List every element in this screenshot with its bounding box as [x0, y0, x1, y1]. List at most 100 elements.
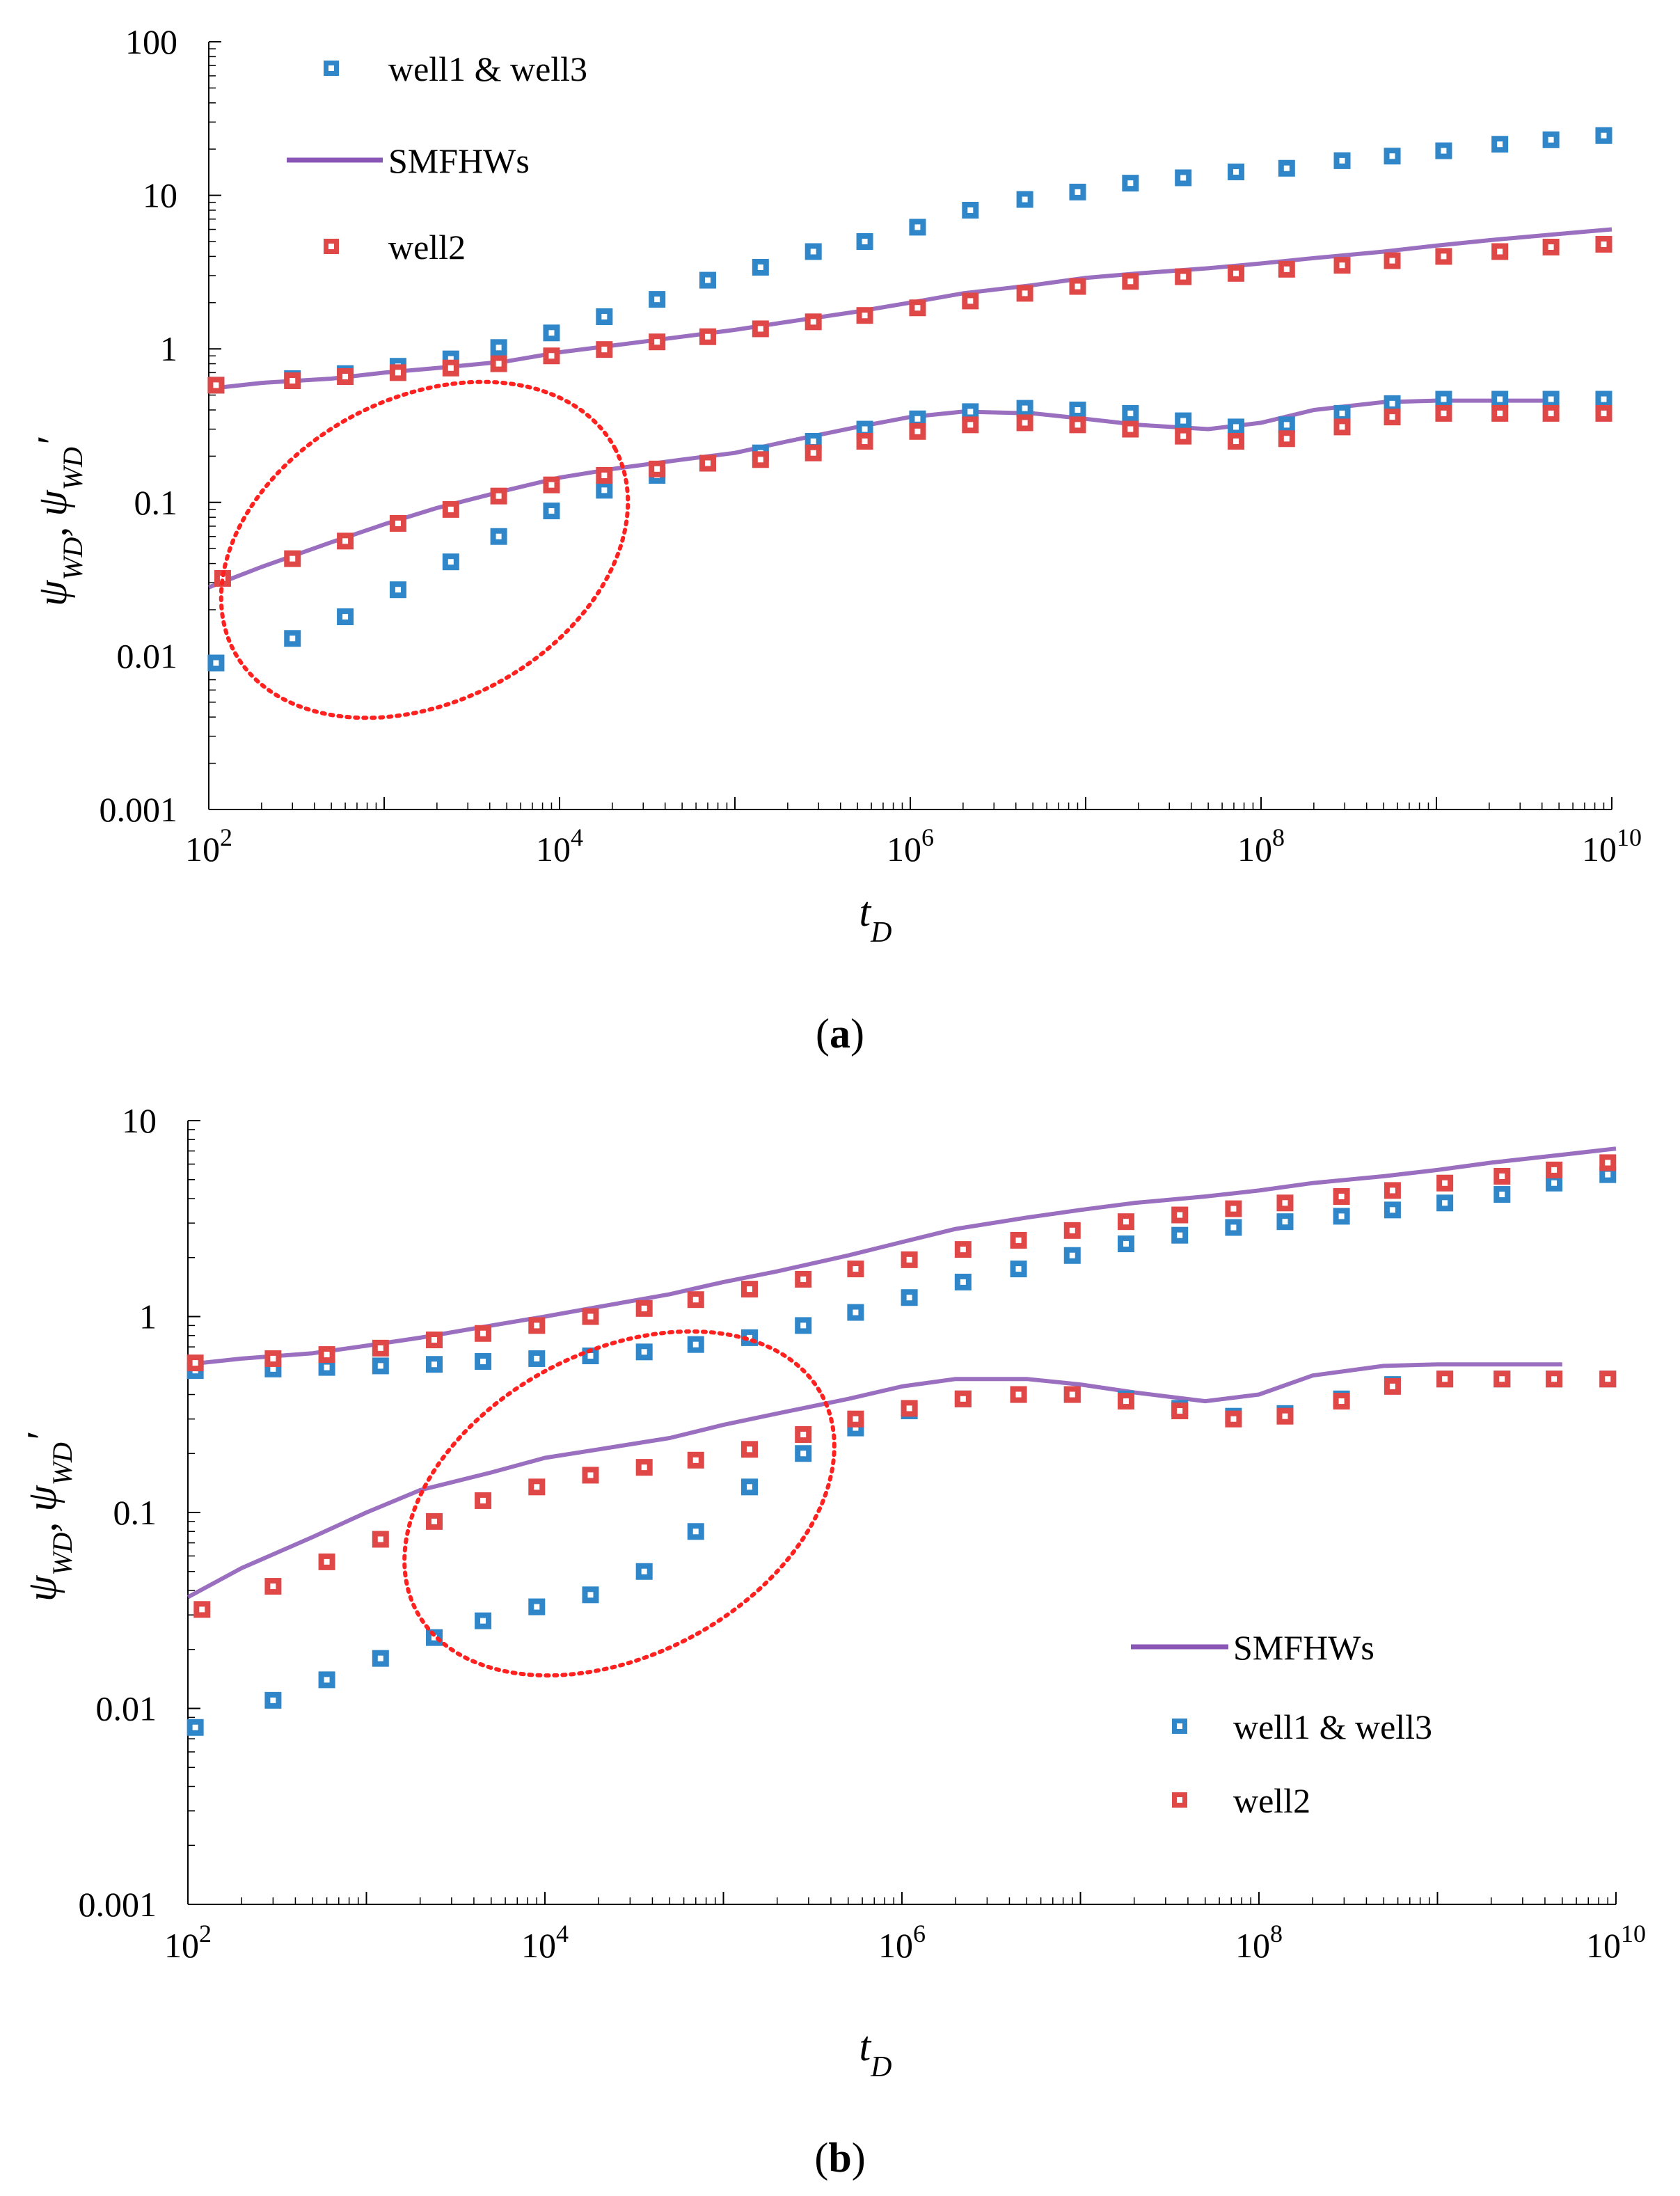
data-point-center — [692, 1528, 699, 1535]
data-point-center — [1601, 132, 1607, 139]
data-point-center — [1389, 258, 1395, 264]
data-point-center — [654, 339, 660, 345]
y-tick-label: 0.001 — [100, 790, 178, 829]
data-point-center — [587, 1313, 594, 1320]
data-point-center — [1441, 253, 1447, 260]
data-point-center — [1389, 1207, 1395, 1213]
panel-a-legend: well1 & well3 SMFHWs well2 — [287, 49, 587, 267]
data-point-center — [862, 426, 868, 432]
data-point-center — [1605, 1160, 1611, 1166]
data-point-center — [914, 416, 921, 422]
data-point-center — [1497, 248, 1503, 255]
data-point-center — [395, 587, 401, 593]
data-point-center — [1015, 1237, 1022, 1243]
data-point-center — [1442, 1376, 1448, 1382]
data-point-center — [641, 1568, 647, 1574]
data-point-center — [1127, 426, 1134, 432]
data-point-center — [1441, 410, 1447, 416]
panel-a-highlight-ellipse — [219, 379, 631, 720]
data-point-center — [1499, 1192, 1505, 1198]
data-point-center — [1075, 422, 1081, 428]
panel-b-marks — [187, 1146, 1617, 1736]
data-point-center — [1283, 436, 1290, 442]
data-point-center — [1127, 278, 1134, 285]
data-point-center — [1282, 1200, 1288, 1206]
data-point-center — [447, 365, 454, 371]
data-point-center — [601, 313, 608, 319]
data-point-center — [906, 1295, 912, 1301]
data-point-center — [641, 1305, 647, 1311]
data-point-center — [534, 1484, 540, 1490]
data-point-center — [1601, 410, 1607, 416]
data-point-center — [757, 326, 763, 332]
data-point-center — [342, 614, 349, 620]
data-point-center — [342, 538, 349, 544]
data-point-center — [1180, 418, 1187, 424]
data-point-center — [967, 207, 974, 213]
legend-label-well1-well3: well1 & well3 — [388, 49, 587, 88]
data-point-center — [960, 1247, 966, 1253]
data-point-center — [967, 298, 974, 304]
data-point-center — [601, 472, 608, 478]
data-point-center — [1441, 396, 1447, 402]
data-point-center — [587, 1472, 594, 1478]
data-point-center — [324, 1677, 330, 1683]
y-tick-label: 0.001 — [79, 1885, 157, 1924]
data-point-center — [1177, 1212, 1183, 1218]
data-point-center — [704, 333, 711, 340]
data-point-center — [800, 1431, 807, 1437]
data-point-center — [213, 660, 219, 666]
data-point-center — [1180, 175, 1187, 181]
data-point-center — [1601, 396, 1607, 402]
data-point-center — [1069, 1252, 1075, 1258]
x-tick-label: 104 — [536, 823, 583, 869]
data-point-center — [654, 466, 660, 472]
data-point-center — [1551, 1376, 1558, 1382]
data-point-center — [1230, 1206, 1237, 1212]
data-point-center — [324, 1352, 330, 1358]
data-point-center — [431, 1634, 438, 1641]
data-point-center — [1022, 420, 1028, 426]
data-point-center — [1022, 290, 1028, 297]
data-point-center — [1123, 1398, 1129, 1405]
data-point-center — [1339, 410, 1345, 416]
data-point-center — [1605, 1171, 1611, 1178]
data-point-center — [810, 319, 816, 325]
legend-marker-well2-b-center — [1177, 1797, 1182, 1803]
data-point-center — [810, 450, 816, 456]
data-point-center — [853, 1309, 859, 1316]
data-point-center — [1497, 410, 1503, 416]
data-point-center — [1283, 165, 1290, 171]
data-point-center — [757, 264, 763, 270]
y-tick-label: 10 — [143, 176, 177, 215]
data-point-center — [1233, 270, 1239, 276]
data-point-center — [1127, 410, 1134, 416]
data-point-center — [853, 1266, 859, 1272]
data-point-center — [914, 305, 921, 311]
data-point-center — [1230, 1224, 1237, 1231]
data-point-center — [1233, 169, 1239, 175]
x-tick-label: 1010 — [1586, 1920, 1646, 1965]
data-point-center — [1548, 244, 1554, 250]
data-point-center — [192, 1724, 198, 1730]
data-point-center — [377, 1536, 383, 1542]
data-point-center — [324, 1364, 330, 1370]
data-point-center — [1548, 396, 1554, 402]
data-point-center — [800, 1451, 807, 1457]
data-point-center — [641, 1349, 647, 1355]
data-point-center — [1338, 1194, 1345, 1200]
data-point-center — [967, 422, 974, 428]
data-point-center — [1282, 1219, 1288, 1225]
data-point-center — [654, 297, 660, 303]
data-point-center — [1180, 274, 1187, 280]
data-point-center — [1338, 1213, 1345, 1219]
data-point-center — [548, 508, 555, 514]
data-point-center — [496, 533, 502, 539]
data-point-center — [496, 493, 502, 499]
data-point-center — [1499, 1376, 1505, 1382]
series-line-smfhws-derivative — [187, 1362, 1562, 1599]
data-point-center — [914, 224, 921, 230]
y-tick-label: 100 — [125, 22, 177, 61]
data-point-center — [270, 1366, 276, 1372]
data-point-center — [1551, 1180, 1558, 1186]
